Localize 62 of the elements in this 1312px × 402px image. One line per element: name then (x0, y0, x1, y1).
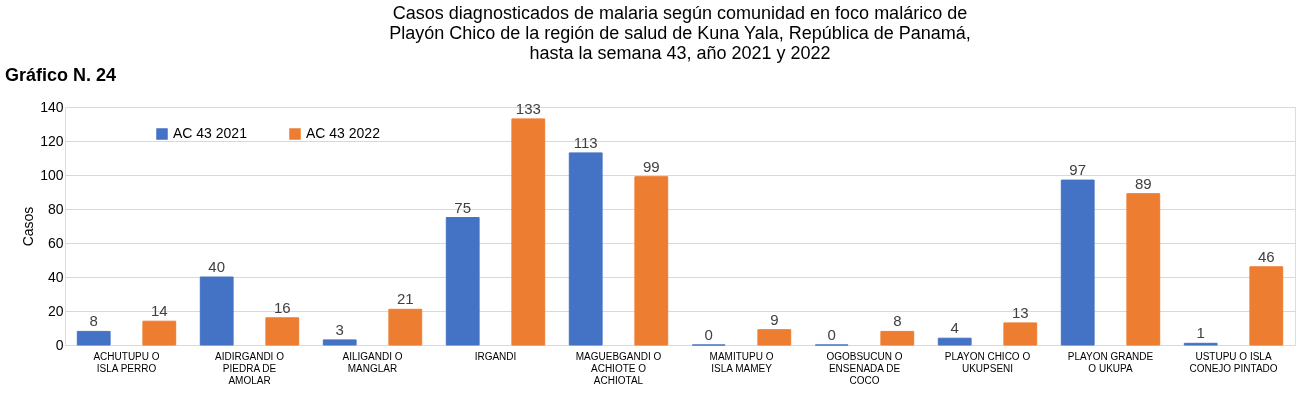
data-label: 8 (893, 312, 902, 330)
data-label: 89 (1134, 174, 1152, 192)
data-label: 4 (950, 319, 959, 337)
bar (76, 330, 111, 346)
bar (568, 152, 603, 346)
x-tick-label: PLAYON GRANDE O UKUPA (1067, 350, 1154, 374)
bar (937, 337, 972, 346)
text: hasta la semana 43, año 2021 y 2022 (529, 43, 831, 63)
data-label: 133 (515, 99, 541, 117)
data-label: 113 (573, 133, 598, 151)
data-label: 97 (1069, 161, 1087, 179)
data-label: 8 (89, 312, 98, 330)
data-label: 21 (396, 290, 414, 308)
x-tick-label: AILIGANDI O MANGLAR (342, 350, 403, 374)
data-label: 0 (704, 326, 713, 343)
bar (1126, 193, 1161, 346)
x-tick-label: PLAYON CHICO O UKUPSENI (944, 350, 1031, 374)
bar (757, 329, 792, 346)
x-tick-label: ACHUTUPU O ISLA PERRO (93, 350, 160, 374)
data-label: 46 (1257, 247, 1275, 265)
data-label: 3 (335, 320, 344, 338)
bar (511, 118, 546, 346)
y-tick-label: 60 (47, 234, 64, 251)
data-label: 1 (1196, 324, 1205, 342)
x-tick-label: MAGUEBGANDI O ACHIOTE O ACHIOTAL (575, 350, 662, 386)
data-label: 14 (150, 302, 168, 320)
data-label: 75 (454, 198, 472, 216)
y-tick-label: 140 (40, 98, 64, 115)
bar (322, 339, 357, 346)
text: Playón Chico de la región de salud de Kuna Yala, República de Panamá, (389, 23, 971, 43)
bar (388, 308, 423, 346)
bar (1060, 179, 1095, 346)
legend-label: AC 43 2022 (306, 125, 381, 141)
bar (445, 217, 480, 346)
text: Gráfico N. 24 (5, 65, 117, 85)
bar (142, 320, 177, 346)
y-tick-label: 100 (40, 166, 64, 183)
x-tick-label: AIDIRGANDI O PIEDRA DE AMOLAR (215, 350, 285, 386)
bar (1003, 322, 1038, 346)
y-tick-label: 0 (55, 336, 64, 353)
data-label: 0 (827, 326, 836, 343)
bar (880, 330, 915, 346)
x-tick-label: IRGANDI (474, 350, 517, 362)
y-tick-label: 120 (40, 132, 64, 149)
x-tick-label: USTUPU O ISLA CONEJO PINTADO (1189, 350, 1278, 374)
legend-label: AC 43 2021 (173, 125, 248, 141)
y-axis-title: Casos (20, 206, 37, 247)
y-tick-label: 20 (47, 302, 64, 319)
bar (265, 317, 300, 346)
x-tick-label: MAMITUPU O ISLA MAMEY (709, 350, 774, 374)
data-label: 16 (273, 298, 291, 316)
data-label: 40 (208, 258, 226, 275)
bar (1249, 266, 1284, 346)
data-label: 99 (642, 157, 660, 175)
data-label: 13 (1011, 303, 1029, 321)
bar (199, 276, 234, 346)
text: Casos diagnosticados de malaria según comunidad en foco malárico de (392, 3, 968, 23)
y-tick-label: 80 (47, 200, 64, 217)
bar (634, 176, 669, 346)
y-tick-label: 40 (47, 268, 64, 285)
x-tick-label: OGOBSUCUN O ENSENADA DE COCO (826, 350, 903, 386)
data-label: 9 (770, 310, 779, 328)
